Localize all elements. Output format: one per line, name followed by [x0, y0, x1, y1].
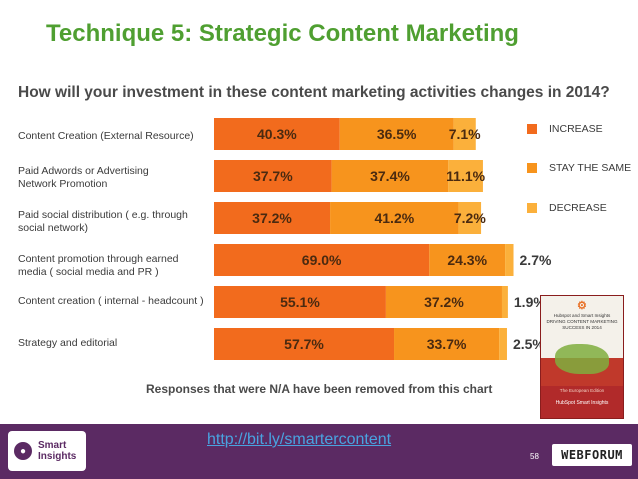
bar-stay-the-same-1 [331, 160, 449, 192]
bar-label-decrease-3: 2.7% [520, 252, 552, 268]
report-cover-image: ⚙ Hubspot and Smart Insights DRIVING CON… [540, 295, 624, 419]
bar-label-stay-the-same-3: 24.3% [447, 252, 487, 268]
europe-map-icon [555, 344, 609, 374]
bar-increase-2 [214, 202, 331, 234]
bar-decrease-1 [448, 160, 483, 192]
legend-item-increase: INCREASE [527, 122, 603, 136]
bar-decrease-5 [499, 328, 507, 360]
bar-label-decrease-2: 7.2% [454, 210, 486, 226]
bar-decrease-4 [501, 286, 508, 318]
bar-label-increase-3: 69.0% [302, 252, 342, 268]
smart-insights-wordmark: Smart Insights [38, 440, 76, 462]
bar-label-stay-the-same-0: 36.5% [377, 126, 417, 142]
report-cover-text: Hubspot and Smart Insights DRIVING CONTE… [545, 313, 619, 331]
category-label-2: Paid social distribution ( e.g. through … [18, 209, 188, 234]
smarter-content-link[interactable]: http://bit.ly/smartercontent [207, 431, 392, 448]
category-label-5: Strategy and editorial [18, 337, 118, 349]
bar-stay-the-same-4 [385, 286, 502, 318]
bar-label-increase-2: 37.2% [252, 210, 292, 226]
category-label-1: Paid Adwords or Advertising Network Prom… [18, 165, 149, 190]
bar-decrease-3 [505, 244, 514, 276]
bar-label-stay-the-same-4: 37.2% [424, 294, 464, 310]
bar-increase-5 [214, 328, 395, 360]
bar-label-stay-the-same-2: 41.2% [374, 210, 414, 226]
bar-label-stay-the-same-5: 33.7% [427, 336, 467, 352]
report-cover-line-3: SUCCESS IN 2014 [562, 325, 602, 330]
report-cover-line-2: DRIVING CONTENT MARKETING [546, 319, 618, 324]
bar-label-decrease-4: 1.9% [514, 294, 546, 310]
bar-label-increase-0: 40.3% [257, 126, 297, 142]
report-cover-line-1: Hubspot and Smart Insights [553, 313, 611, 318]
chart-title: How will your investment in these conten… [18, 84, 610, 101]
category-label-4: Content creation ( internal - headcount … [18, 295, 204, 307]
bar-label-decrease-1: 11.1% [446, 168, 485, 184]
bar-label-decrease-0: 7.1% [449, 126, 481, 142]
slide-title: Technique 5: Strategic Content Marketing [46, 20, 519, 47]
smart-insights-logo: ● Smart Insights [8, 431, 86, 471]
bar-increase-3 [214, 244, 430, 276]
chart-note: Responses that were N/A have been remove… [146, 382, 493, 396]
bar-label-stay-the-same-1: 37.4% [370, 168, 410, 184]
report-cover-edition: The European Edition [559, 388, 605, 393]
bar-label-increase-1: 37.7% [253, 168, 293, 184]
legend-label-increase: INCREASE [549, 123, 603, 135]
bar-increase-0 [214, 118, 340, 150]
report-cover-publishers: HubSpot Smart Insights [555, 400, 609, 406]
page-number: 58 [530, 452, 539, 461]
smart-insights-word-1: Smart [38, 440, 67, 451]
bar-stay-the-same-5 [394, 328, 500, 360]
smart-insights-word-2: Insights [38, 451, 77, 462]
bar-increase-1 [214, 160, 332, 192]
bar-label-increase-5: 57.7% [284, 336, 324, 352]
smart-insights-mark-icon: ● [14, 442, 32, 460]
bar-stay-the-same-2 [330, 202, 459, 234]
legend-swatch-decrease [527, 203, 537, 213]
category-label-0: Content Creation (External Resource) [18, 130, 194, 142]
legend-item-stay-the-same: STAY THE SAME [527, 161, 631, 175]
legend-swatch-increase [527, 124, 537, 134]
bar-decrease-2 [458, 202, 482, 234]
bar-stay-the-same-3 [429, 244, 506, 276]
bar-label-decrease-5: 2.5% [513, 336, 545, 352]
bar-increase-4 [214, 286, 386, 318]
webforum-logo: WEBFORUM [552, 444, 632, 466]
bar-stay-the-same-0 [339, 118, 454, 150]
legend-label-decrease: DECREASE [549, 202, 607, 214]
legend-item-decrease: DECREASE [527, 201, 607, 215]
legend-swatch-stay-the-same [527, 163, 537, 173]
hubspot-logo-icon: ⚙ [577, 300, 587, 312]
bar-label-increase-4: 55.1% [280, 294, 320, 310]
bar-decrease-0 [453, 118, 476, 150]
category-label-3: Content promotion through earned media (… [18, 253, 179, 278]
legend-label-stay-the-same: STAY THE SAME [549, 162, 632, 174]
footer-bar [0, 424, 638, 479]
